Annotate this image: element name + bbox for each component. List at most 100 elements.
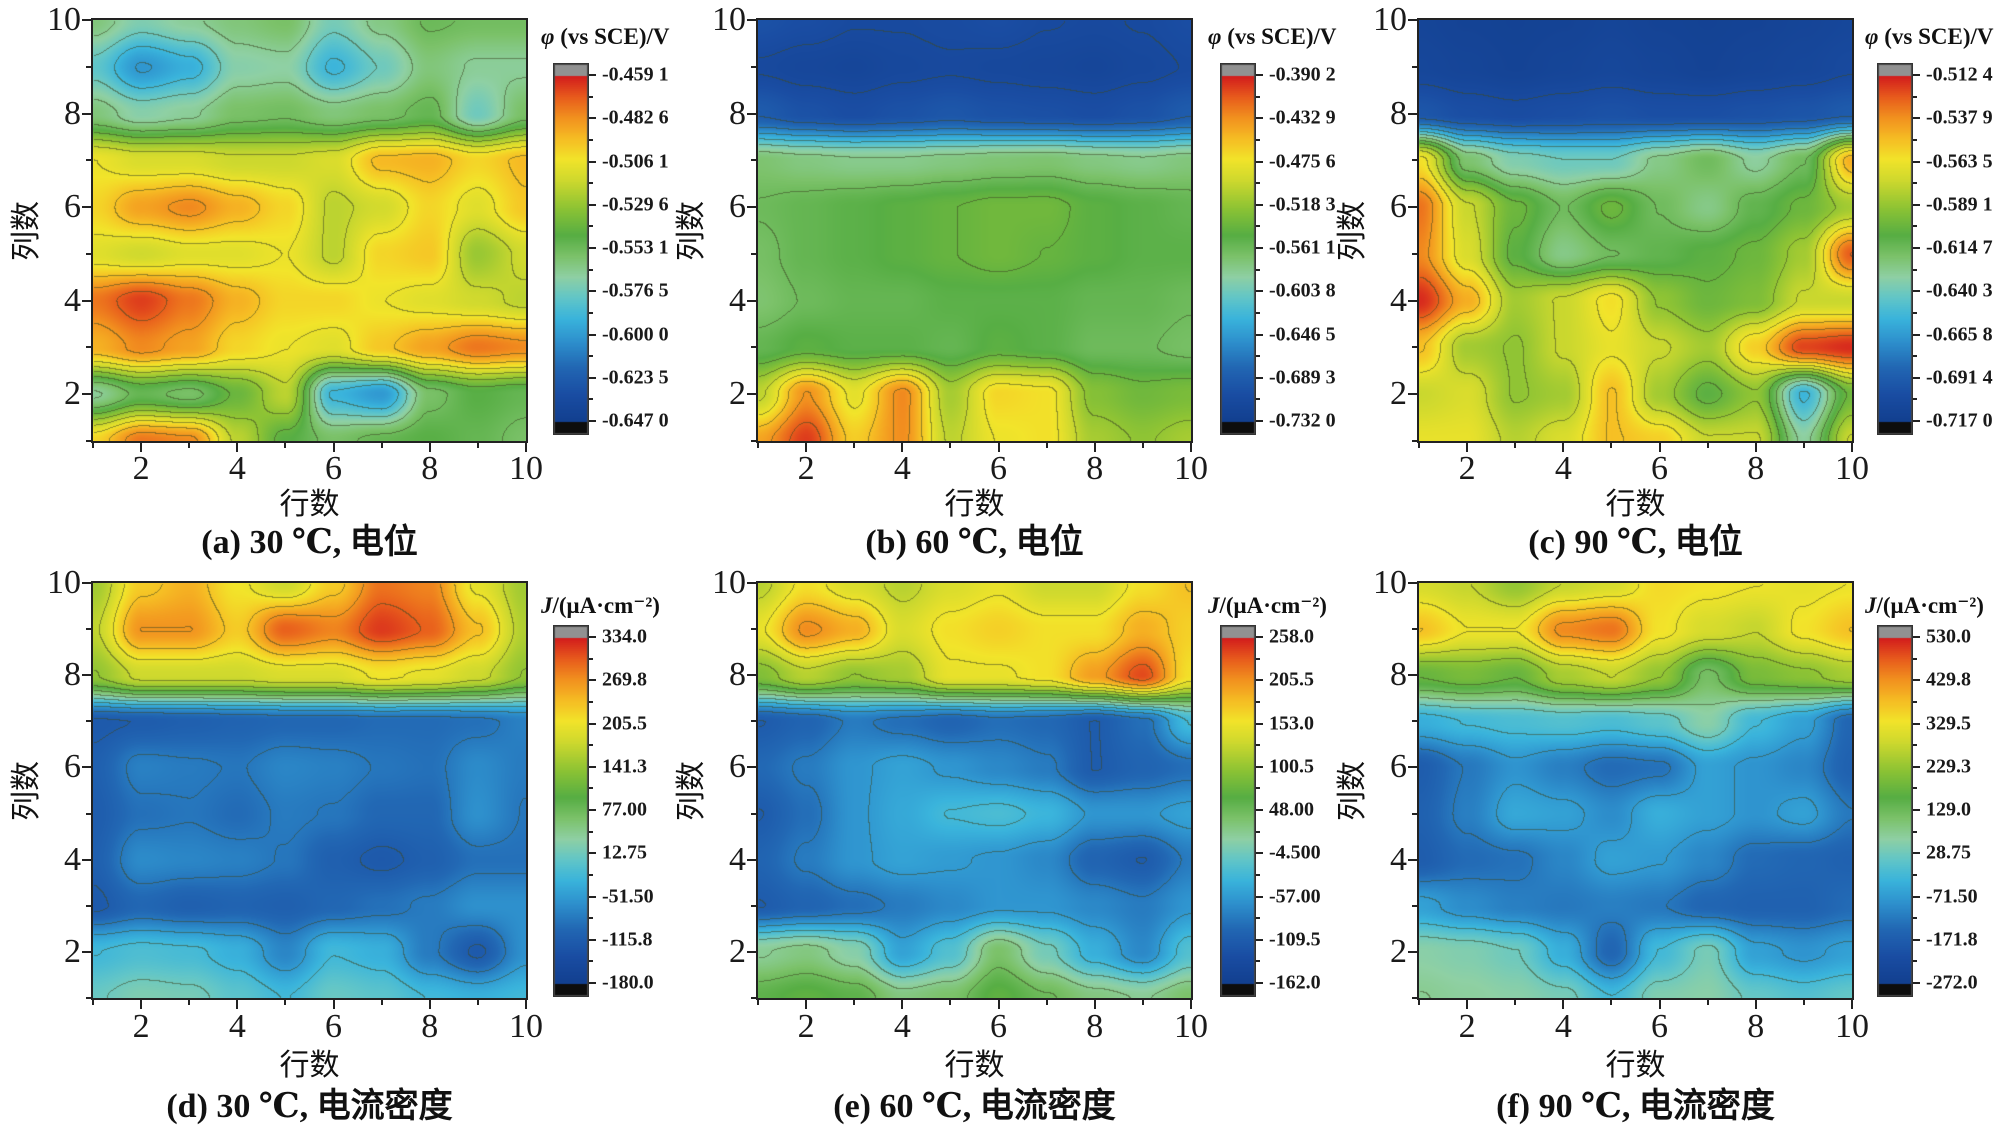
panel-b-colorbar-tick	[1256, 376, 1263, 379]
panel-e-x-tick-label: 6	[990, 1008, 1008, 1045]
panel-b-x-tick	[997, 443, 1000, 452]
panel-c-x-tick	[1466, 443, 1469, 452]
panel-c-y-tick	[1408, 19, 1417, 21]
panel-f-caption: (f) 90 ℃, 电流密度	[1496, 1088, 1775, 1125]
panel-b-y-tick	[747, 19, 756, 21]
panel-c-x-tick-label: 4	[1554, 450, 1572, 487]
panel-b-colorbar-tick	[1256, 420, 1263, 422]
panel-a-colorbar-tick	[589, 160, 596, 163]
panel-c-y-tick-label: 4	[1390, 281, 1407, 319]
panel-f-x-tick	[1466, 1000, 1469, 1009]
panel-d-colorbar-tick	[589, 895, 596, 898]
panel-a-y-tick-label: 6	[64, 188, 81, 226]
panel-a-colorbar-title: φ (vs SCE)/V	[541, 24, 669, 50]
panel-f-y-tick	[1412, 628, 1417, 631]
panel-d-x-tick	[525, 1000, 527, 1009]
panel-e-y-tick	[751, 812, 756, 815]
panel-e-y-tick	[747, 582, 756, 584]
panel-f-x-tick-label: 6	[1651, 1008, 1669, 1045]
panel-a-colorbar-label: -0.623 5	[602, 366, 669, 389]
panel-b-colorbar-minor-tick	[1256, 398, 1260, 401]
panel-d-colorbar-tick	[589, 809, 596, 811]
panel-d-y-tick	[86, 628, 91, 631]
panel-c-y-tick-label: 2	[1390, 375, 1407, 413]
panel-b-colorbar-tick	[1256, 117, 1263, 120]
panel-a-colorbar-tick	[589, 290, 596, 293]
panel-e-y-tick-label: 4	[729, 840, 746, 878]
panel-b-colorbar-symbol: φ	[1208, 24, 1222, 49]
panel-c-x-tick-label: 10	[1835, 450, 1869, 487]
panel-e-x-tick	[853, 1000, 856, 1005]
panel-a-y-tick-label: 8	[64, 94, 81, 132]
panel-f-y-tick	[1412, 812, 1417, 815]
panel-e-x-tick	[805, 1000, 808, 1009]
panel-e-x-tick	[901, 1000, 904, 1009]
panel-d-x-tick-label: 6	[325, 1008, 343, 1045]
panel-c-y-tick-label: 10	[1373, 1, 1407, 38]
panel-b-x-tick	[1141, 443, 1144, 448]
panel-d-colorbar-label: 269.8	[602, 668, 647, 691]
panel-a-colorbar-tick	[589, 420, 596, 422]
panel-c-colorbar-tick	[1913, 247, 1920, 249]
panel-e-colorbar-label: -57.00	[1269, 885, 1321, 907]
panel-f-y-axis-title: 列数	[1336, 760, 1369, 821]
panel-b-x-tick-label: 2	[797, 450, 815, 487]
panel-e-colorbar-label: -109.5	[1269, 928, 1321, 951]
panel-e-x-tick-label: 10	[1174, 1008, 1208, 1045]
panel-a-colorbar-tick	[589, 74, 596, 76]
panel-e-y-tick-label: 6	[729, 748, 746, 786]
panel-f-x-tick	[1851, 1000, 1853, 1009]
panel-a-y-tick-label: 10	[47, 1, 81, 38]
panel-d-colorbar-label: -180.0	[602, 971, 654, 994]
panel-d-colorbar-label: -115.8	[602, 928, 653, 951]
panel-a-x-tick-label: 10	[509, 450, 543, 487]
panel-e-y-tick	[751, 628, 756, 631]
panel-b-x-tick	[1093, 443, 1096, 452]
panel-b-y-tick	[751, 440, 756, 442]
panel-c-colorbar-label: -0.640 3	[1926, 279, 1993, 302]
panel-d-colorbar-tick	[589, 679, 596, 682]
panel-a-x-tick	[525, 443, 527, 452]
panel-e-colorbar-unit: /(μA·cm⁻²)	[1219, 593, 1327, 618]
panel-b-y-tick	[747, 112, 756, 115]
panel-e-colorbar-tick	[1256, 982, 1263, 984]
panel-a-y-tick-label: 4	[64, 281, 81, 319]
panel-d-x-tick	[332, 1000, 335, 1009]
panel-f-colorbar	[1877, 625, 1913, 997]
panel-f-x-tick	[1418, 1000, 1420, 1005]
panel-f-x-tick-label: 4	[1554, 1008, 1572, 1045]
panel-c-y-tick	[1408, 299, 1417, 302]
panel-d-colorbar-minor-tick	[589, 700, 593, 703]
panel-b-colorbar-tick	[1256, 203, 1263, 206]
panel-a-x-tick	[140, 443, 143, 452]
panel-a-x-tick-label: 8	[421, 450, 439, 487]
panel-d-colorbar-minor-tick	[589, 744, 593, 747]
panel-e-colorbar-label: 48.00	[1269, 798, 1314, 821]
panel-d-colorbar-minor-tick	[589, 873, 593, 876]
panel-b-y-tick-label: 8	[729, 94, 746, 132]
panel-e-colorbar-symbol: J	[1208, 593, 1220, 618]
panel-a-x-tick-label: 2	[132, 450, 150, 487]
panel-d-y-tick	[82, 950, 91, 953]
panel-d-y-tick-label: 4	[64, 840, 81, 878]
panel-f-y-tick	[1408, 582, 1417, 584]
panel-b-colorbar-minor-tick	[1256, 182, 1260, 185]
panel-e-y-tick	[751, 720, 756, 723]
panel-d-colorbar-tick	[589, 982, 596, 984]
panel-f-colorbar-tick	[1913, 895, 1920, 898]
panel-b-colorbar-tick	[1256, 247, 1263, 249]
panel-d-y-tick	[86, 720, 91, 723]
panel-e-colorbar-minor-tick	[1256, 830, 1260, 833]
panel-e-colorbar-tick	[1256, 765, 1263, 768]
panel-c-x-tick	[1754, 443, 1757, 452]
panel-c-colorbar-minor-tick	[1913, 225, 1917, 228]
panel-c-colorbar-tick	[1913, 376, 1920, 379]
panel-f-y-tick	[1412, 904, 1417, 907]
panel-b-x-tick	[853, 443, 856, 448]
panel-d-x-tick-label: 10	[509, 1008, 543, 1045]
panel-d-colorbar-minor-tick	[589, 787, 593, 790]
panel-c-colorbar-label: -0.614 7	[1926, 236, 1993, 259]
panel-e-colorbar-minor-tick	[1256, 787, 1260, 790]
panel-c-colorbar-symbol: φ	[1865, 24, 1879, 49]
